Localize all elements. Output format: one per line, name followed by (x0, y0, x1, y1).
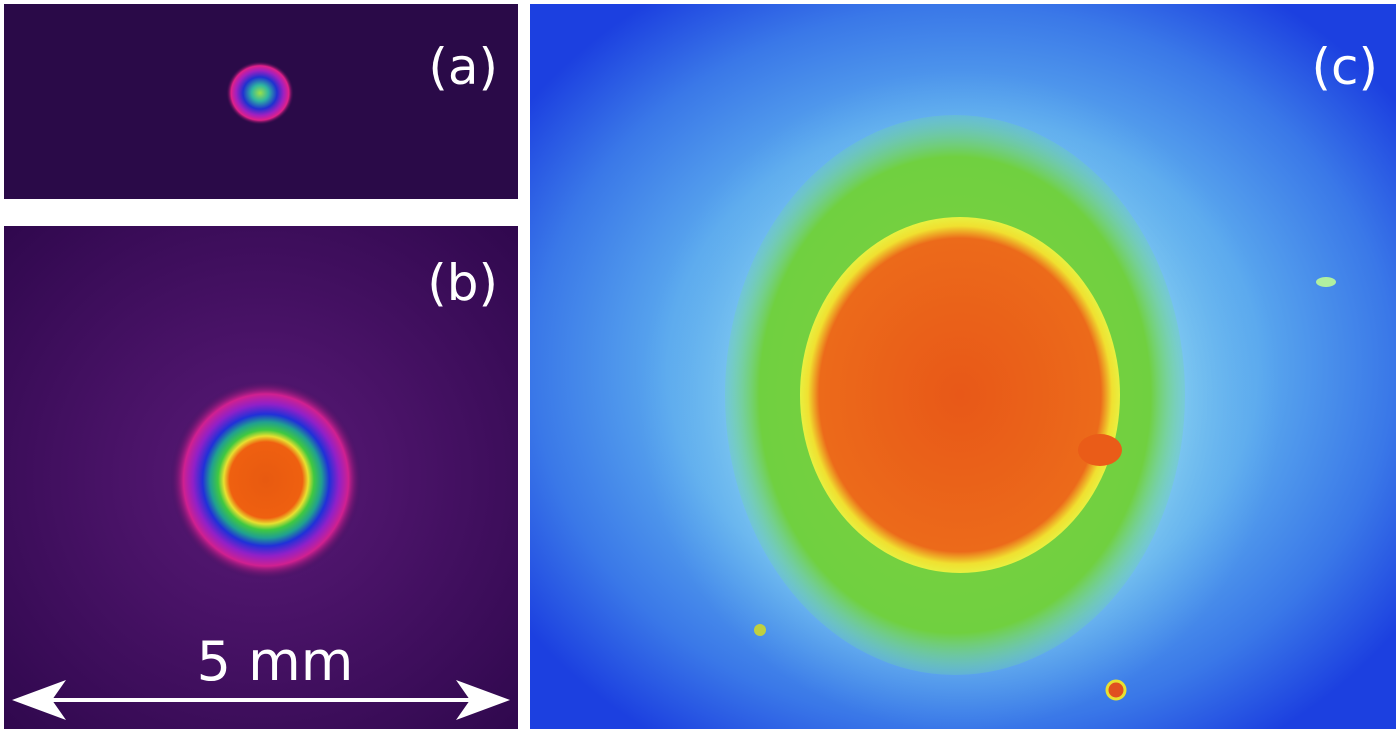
panel-b: (b) 5 mm (4, 226, 518, 729)
core-protrusion (1078, 434, 1122, 466)
spot (754, 624, 766, 636)
panel-label: (a) (428, 38, 498, 96)
core (800, 217, 1120, 573)
spot (1316, 277, 1336, 287)
beam-spot (226, 61, 294, 125)
panel-c: (c) (530, 4, 1396, 730)
scale-bar (12, 680, 510, 720)
panel-a: (a) (4, 4, 518, 199)
beam-spot (170, 380, 362, 580)
panel-label: (b) (427, 254, 498, 312)
spot (1105, 679, 1127, 701)
panel-label: (c) (1311, 38, 1378, 96)
scale-bar-label: 5 mm (197, 630, 354, 693)
